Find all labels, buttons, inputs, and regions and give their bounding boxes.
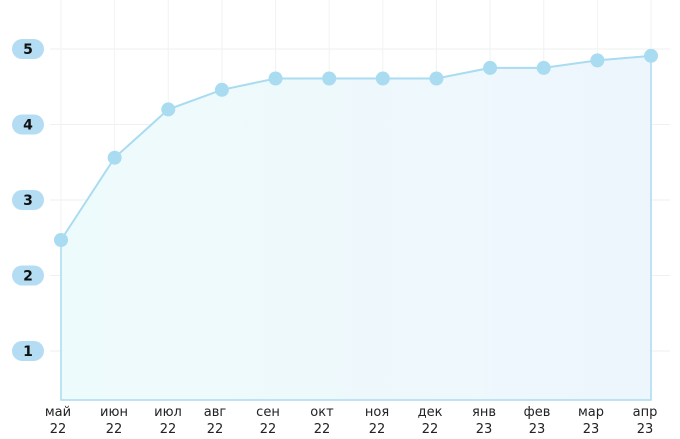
point — [590, 53, 605, 68]
point — [429, 71, 444, 86]
line — [60, 54, 652, 241]
x-tick-label: ноя 22 — [364, 405, 390, 437]
y-tick-label: 2 — [23, 268, 33, 284]
point — [268, 71, 283, 86]
x-tick-label: июн 22 — [100, 405, 128, 437]
y-tick-pill — [12, 39, 44, 60]
x-tick-label: май 22 — [44, 405, 72, 437]
point — [161, 102, 176, 117]
area — [60, 55, 652, 401]
x-tick-label: авг 22 — [203, 405, 227, 437]
x-tick-label: июл 22 — [154, 405, 182, 437]
y-tick-label: 1 — [23, 344, 33, 360]
y-tick-pill — [12, 114, 44, 135]
point — [214, 82, 229, 97]
point — [644, 48, 658, 63]
point — [322, 71, 337, 86]
x-tick-label: окт 22 — [310, 405, 334, 437]
x-tick-label: сен 22 — [256, 405, 280, 437]
point — [375, 71, 390, 86]
point — [536, 60, 551, 75]
point — [54, 233, 68, 247]
x-tick-label: фев 23 — [523, 405, 551, 437]
y-tick-label: 4 — [23, 118, 33, 134]
x-tick-label: апр 23 — [632, 405, 658, 437]
y-tick-pill — [12, 265, 44, 286]
y-tick-label: 3 — [23, 193, 33, 209]
y-tick-label: 5 — [23, 42, 33, 58]
x-tick-label: мар 23 — [577, 405, 605, 437]
point — [483, 60, 498, 75]
y-tick-pill — [12, 340, 44, 361]
x-tick-label: янв 23 — [472, 405, 496, 437]
point — [107, 150, 122, 165]
y-tick-pill — [12, 190, 44, 210]
x-tick-label: дек 22 — [417, 405, 443, 437]
